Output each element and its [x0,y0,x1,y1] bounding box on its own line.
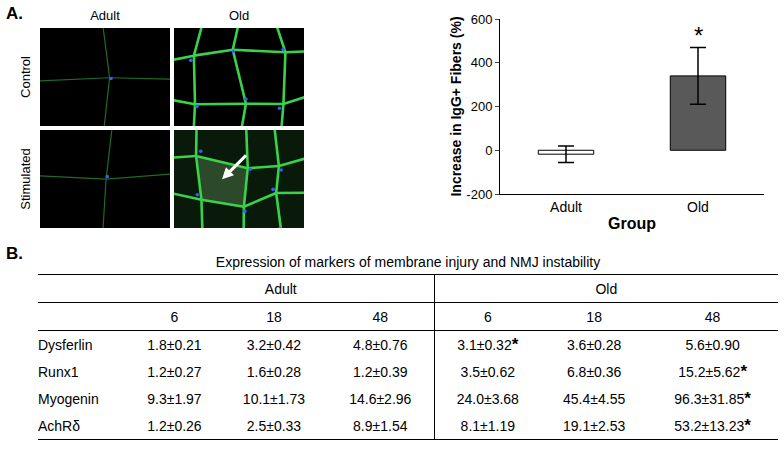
html-text:Runx1: Runx1 [38,363,79,380]
svg-text:200: 200 [471,99,493,114]
html-text:14.6±2.96: 14.6±2.96 [349,390,412,407]
svg-text:Adult: Adult [90,8,120,23]
html-text:1.8±0.21: 1.8±0.21 [147,336,202,353]
html-text:1.6±0.28: 1.6±0.28 [246,363,302,380]
html-text:AchRδ: AchRδ [38,417,80,434]
html-text:3.2±0.42: 3.2±0.42 [246,336,302,353]
html-text:Myogenin: Myogenin [38,390,99,407]
svg-text:Group: Group [608,215,656,232]
html-text:19.1±2.53: 19.1±2.53 [563,417,626,434]
svg-text:600: 600 [471,12,493,27]
html-text:A.: A. [6,4,23,23]
html-text:4.8±0.76: 4.8±0.76 [353,336,408,353]
html-text:48: 48 [372,308,389,325]
html-text:53.2±13.23 *: 53.2±13.23 * [674,415,751,435]
svg-text:0: 0 [485,143,492,158]
svg-text:Control: Control [18,56,33,98]
html-text:10.1±1.73: 10.1±1.73 [242,390,305,407]
html-text:45.4±4.55: 45.4±4.55 [563,390,626,407]
svg-text:Adult: Adult [550,199,582,215]
svg-text:*: * [694,22,703,49]
html-text:1.2±0.27: 1.2±0.27 [147,363,202,380]
html-text:1.2±0.39: 1.2±0.39 [353,363,408,380]
html-text:Old: Old [595,280,618,297]
html-text:8.9±1.54: 8.9±1.54 [353,417,408,434]
svg-text:Old: Old [229,8,249,23]
html-text:18: 18 [586,308,602,325]
html-text:18: 18 [266,308,282,325]
svg-text:Increase in IgG+ Fibers (%): Increase in IgG+ Fibers (%) [448,16,464,196]
html-text:15.2±5.62 *: 15.2±5.62 * [678,361,747,381]
html-text:6.8±0.36: 6.8±0.36 [566,363,622,380]
svg-text:400: 400 [471,55,493,70]
html-text:Dysferlin: Dysferlin [38,336,93,353]
html-text:3.6±0.28: 3.6±0.28 [566,336,622,353]
svg-text:Old: Old [687,199,709,215]
html-text:3.1±0.32 *: 3.1±0.32 * [457,334,519,354]
html-text:5.6±0.90: 5.6±0.90 [685,336,740,353]
html-text:9.3±1.97: 9.3±1.97 [147,390,202,407]
svg-text:Stimulated: Stimulated [18,148,33,209]
html-text:Adult: Adult [264,280,297,297]
html-text:1.2±0.26: 1.2±0.26 [147,417,202,434]
html-text:2.5±0.33: 2.5±0.33 [246,417,302,434]
html-text:8.1±1.19: 8.1±1.19 [460,417,515,434]
svg-text:-200: -200 [466,187,492,202]
html-text:48: 48 [704,308,721,325]
html-text:Expression of markers of membr: Expression of markers of membrane injury… [215,254,601,270]
html-text:3.5±0.62: 3.5±0.62 [460,363,515,380]
html-text:6: 6 [483,308,492,325]
html-text:B.: B. [6,244,23,263]
html-text:24.0±3.68: 24.0±3.68 [456,390,519,407]
html-text:6: 6 [170,308,179,325]
html-text:96.3±31.85 *: 96.3±31.85 * [674,388,751,408]
